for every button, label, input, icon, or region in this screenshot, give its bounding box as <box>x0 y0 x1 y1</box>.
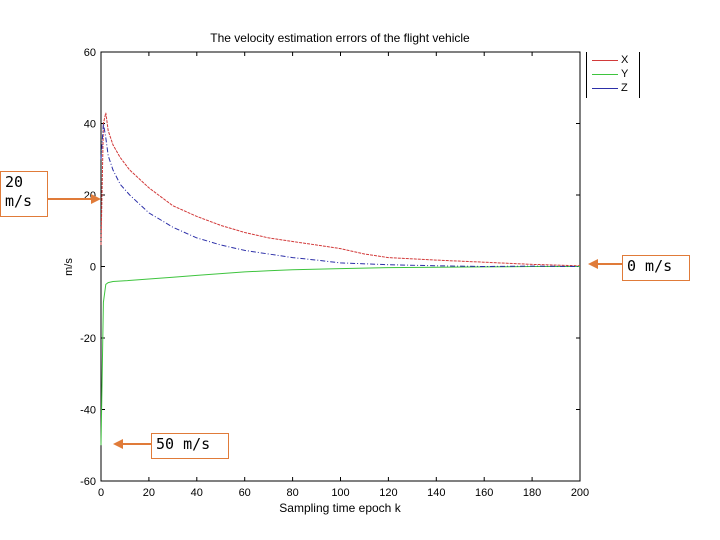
x-tick-label: 40 <box>191 487 203 499</box>
annotation-0-ms: 0 m/s <box>622 255 690 281</box>
annotation-20-ms: 20 m/s <box>0 171 48 217</box>
series-lines <box>100 112 581 446</box>
series-line-y <box>100 266 580 446</box>
legend-item-z: Z <box>587 82 639 95</box>
y-tick-label: -20 <box>80 333 96 345</box>
legend-item-y: Y <box>587 68 639 81</box>
x-tick-label: 120 <box>379 487 397 499</box>
x-tick-label: 60 <box>239 487 251 499</box>
x-tick-label: 100 <box>331 487 349 499</box>
x-tick-label: 0 <box>98 487 104 499</box>
x-tick-label: 160 <box>475 487 493 499</box>
y-tick-label: 0 <box>90 262 96 274</box>
legend-swatch-x <box>592 60 618 61</box>
legend-label-x: X <box>621 54 629 66</box>
y-axis-label: m/s <box>63 258 75 276</box>
arrow-50-head <box>113 439 123 449</box>
x-tick-label: 200 <box>571 487 589 499</box>
arrow-0-head <box>588 259 598 269</box>
y-tick-label: 60 <box>84 47 96 59</box>
legend-swatch-y <box>592 74 618 75</box>
x-tick-label: 180 <box>523 487 541 499</box>
legend-swatch-z <box>592 88 618 89</box>
legend-label-y: Y <box>621 68 629 80</box>
y-tick-label: -40 <box>80 405 96 417</box>
series-line-x <box>100 112 581 267</box>
arrow-20-head <box>91 194 101 204</box>
annotation-50-ms: 50 m/s <box>151 433 229 459</box>
legend-label-z: Z <box>621 82 628 94</box>
y-tick-label: -60 <box>80 476 96 488</box>
y-tick-label: 40 <box>84 119 96 131</box>
chart-title: The velocity estimation errors of the fl… <box>210 31 470 45</box>
x-tick-label: 80 <box>286 487 298 499</box>
annotation-arrows <box>47 194 622 449</box>
axis-ticks: 0 20 40 60 80 100 120 140 160 180 2006040200-20-40… <box>80 47 589 499</box>
series-line-z <box>100 123 581 268</box>
legend-item-x: X <box>587 54 639 67</box>
x-tick-label: 140 <box>427 487 445 499</box>
legend: X Y Z <box>586 52 640 98</box>
x-axis-label: Sampling time epoch k <box>279 501 401 515</box>
x-tick-label: 20 <box>143 487 155 499</box>
